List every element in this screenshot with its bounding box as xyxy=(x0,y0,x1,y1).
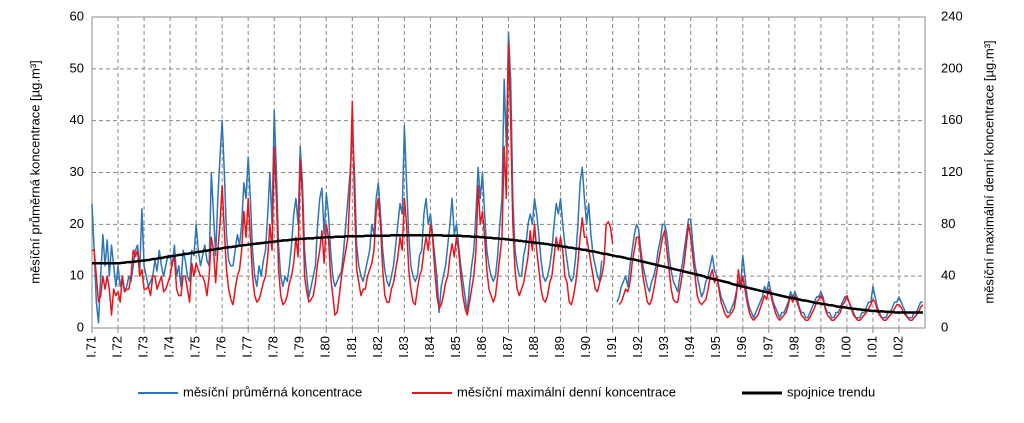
x-tick-label: I.92 xyxy=(630,336,645,358)
x-tick-label: I.01 xyxy=(864,336,879,358)
x-tick-label: I.85 xyxy=(448,336,463,358)
x-tick-label: I.98 xyxy=(786,336,801,358)
x-tick-label: I.72 xyxy=(109,336,124,358)
y2-tick-label: 200 xyxy=(941,60,963,75)
x-tick-label: I.75 xyxy=(188,336,203,358)
x-tick-label: I.95 xyxy=(708,336,723,358)
x-tick-label: I.78 xyxy=(266,336,281,358)
x-tick-label: I.80 xyxy=(318,336,333,358)
x-tick-label: I.91 xyxy=(604,336,619,358)
series-line xyxy=(92,233,923,314)
x-tick-label: I.73 xyxy=(136,336,151,358)
x-tick-label: I.86 xyxy=(474,336,489,358)
x-tick-label: I.89 xyxy=(552,336,567,358)
x-tick-label: I.83 xyxy=(396,336,411,358)
y2-tick-label: 0 xyxy=(941,319,948,334)
x-tick-label: I.02 xyxy=(890,336,905,358)
y2-tick-label: 40 xyxy=(941,268,955,283)
y2-axis-title: měsíční maximální denní koncentrace [µg.… xyxy=(981,40,996,303)
x-tick-label: I.74 xyxy=(162,336,177,358)
x-tick-label: I.96 xyxy=(734,336,749,358)
series-line xyxy=(92,42,924,321)
y2-tick-label: 120 xyxy=(941,164,963,179)
x-tick-label: I.77 xyxy=(240,336,255,358)
x-tick-label: I.71 xyxy=(83,336,98,358)
y-tick-label: 0 xyxy=(77,319,84,334)
y2-tick-label: 160 xyxy=(941,112,963,127)
x-tick-label: I.81 xyxy=(344,336,359,358)
series-line xyxy=(91,31,923,324)
legend-label: měsíční maximální denní koncentrace xyxy=(457,384,676,399)
y-tick-label: 10 xyxy=(70,268,84,283)
x-tick-label: I.93 xyxy=(656,336,671,358)
y-tick-label: 20 xyxy=(70,216,84,231)
y2-tick-label: 80 xyxy=(941,216,955,231)
x-tick-label: I.84 xyxy=(422,336,437,358)
y-tick-label: 50 xyxy=(70,60,84,75)
x-tick-label: I.88 xyxy=(526,336,541,358)
y-tick-label: 60 xyxy=(70,8,84,23)
x-tick-label: I.87 xyxy=(500,336,515,358)
x-tick-label: I.76 xyxy=(214,336,229,358)
x-tick-label: I.00 xyxy=(838,336,853,358)
y-axis-title: měsíční průměrná koncentrace [µg.m³] xyxy=(27,60,42,284)
x-tick-label: I.97 xyxy=(760,336,775,358)
x-tick-label: I.79 xyxy=(292,336,307,358)
x-tick-label: I.94 xyxy=(682,336,697,358)
y2-tick-label: 240 xyxy=(941,8,963,23)
y-tick-label: 30 xyxy=(70,164,84,179)
y-tick-label: 40 xyxy=(70,112,84,127)
plot-border xyxy=(91,16,926,329)
legend-label: měsíční průměrná koncentrace xyxy=(183,384,362,399)
x-tick-label: I.99 xyxy=(812,336,827,358)
legend-label: spojnice trendu xyxy=(787,384,875,399)
x-tick-label: I.82 xyxy=(370,336,385,358)
x-tick-label: I.90 xyxy=(578,336,593,358)
